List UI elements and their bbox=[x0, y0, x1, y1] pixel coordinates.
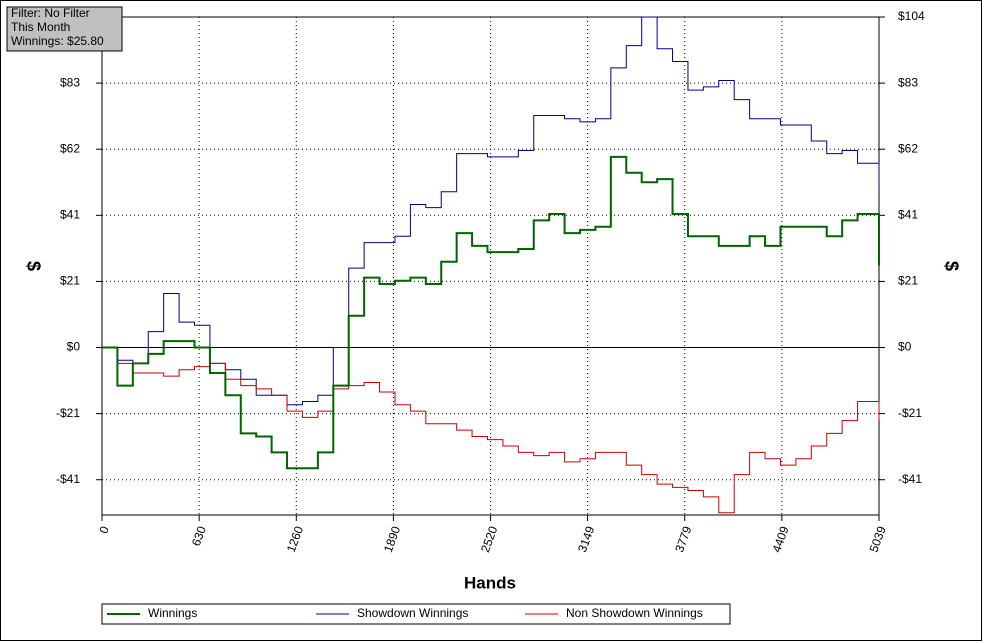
y2-tick-label: $62 bbox=[898, 141, 918, 155]
info-winnings: Winnings: $25.80 bbox=[11, 34, 104, 48]
y2-tick-label: $0 bbox=[898, 340, 912, 354]
x-tick-label: 0 bbox=[96, 524, 112, 535]
legend-label: Non Showdown Winnings bbox=[566, 606, 703, 620]
y2-tick-label: $104 bbox=[898, 9, 925, 23]
legend-label: Showdown Winnings bbox=[357, 606, 468, 620]
y2-tick-label: $83 bbox=[898, 75, 918, 89]
y-tick-label: -$21 bbox=[56, 406, 80, 420]
y-tick-label: $83 bbox=[60, 75, 80, 89]
y2-tick-label: $41 bbox=[898, 207, 918, 221]
series-line bbox=[102, 347, 880, 514]
info-period: This Month bbox=[11, 20, 70, 34]
info-filter: Filter: No Filter bbox=[11, 6, 90, 20]
y2-tick-label: -$41 bbox=[898, 472, 922, 486]
legend-label: Winnings bbox=[148, 606, 197, 620]
y-tick-label: $62 bbox=[60, 141, 80, 155]
y2-tick-label: -$21 bbox=[898, 406, 922, 420]
y-tick-label: $21 bbox=[60, 274, 80, 288]
y-axis-label: $ bbox=[23, 261, 43, 271]
y2-axis-label: $ bbox=[941, 261, 961, 271]
y2-tick-label: $21 bbox=[898, 274, 918, 288]
info-box bbox=[6, 6, 123, 52]
y-tick-label: -$41 bbox=[56, 472, 80, 486]
y-tick-label: $41 bbox=[60, 207, 80, 221]
legend bbox=[101, 603, 731, 625]
x-axis-label: Hands bbox=[464, 573, 516, 592]
x-tick-label: 630 bbox=[189, 524, 209, 548]
series-line bbox=[102, 155, 880, 470]
y-tick-label: $0 bbox=[67, 340, 81, 354]
